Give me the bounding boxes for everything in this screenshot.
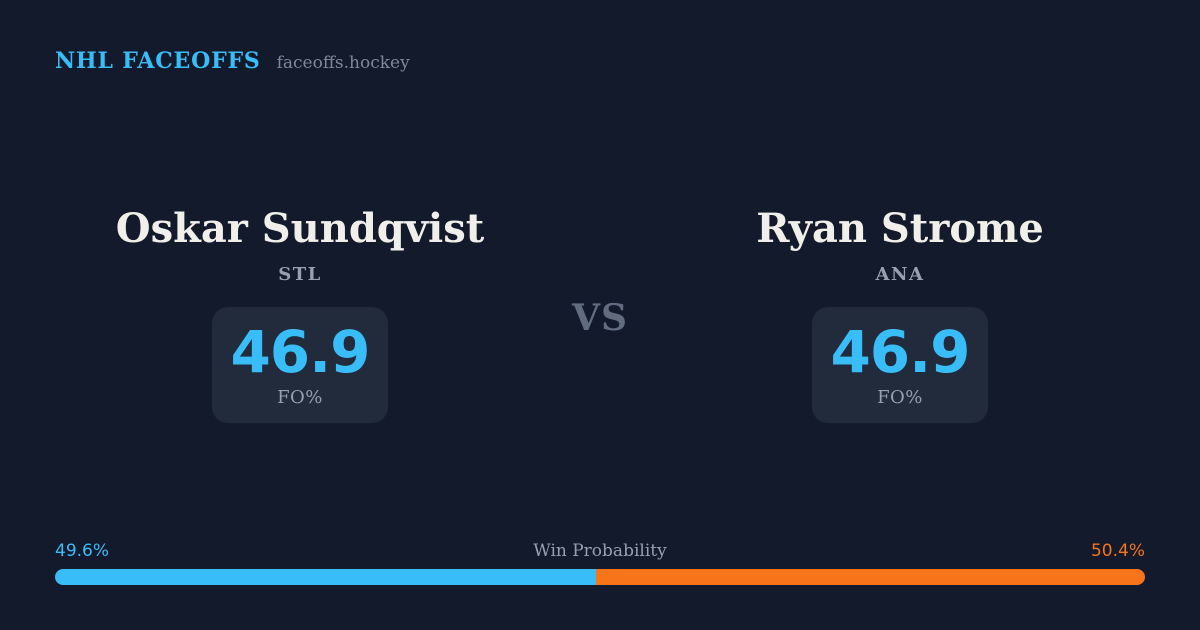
player-right-stat-label: FO% [877,386,923,408]
player-right: Ryan Strome ANA 46.9 FO% [600,205,1200,423]
win-probability-bar [55,569,1145,585]
win-probability-labels: 49.6% Win Probability 50.4% [55,541,1145,563]
player-left-team: STL [278,264,322,285]
player-left-stat-label: FO% [277,386,323,408]
win-probability-left-pct: 49.6% [55,541,110,561]
site-url: faceoffs.hockey [276,53,410,73]
player-right-stat-value: 46.9 [830,317,970,386]
win-probability-right-pct: 50.4% [1090,541,1145,561]
win-probability-title: Win Probability [533,541,667,561]
player-left: Oskar Sundqvist STL 46.9 FO% [0,205,600,423]
player-right-stat-box: 46.9 FO% [812,307,988,423]
win-bar-left [55,569,596,585]
player-left-stat-box: 46.9 FO% [212,307,388,423]
header: NHL FACEOFFS faceoffs.hockey [55,48,410,74]
player-right-team: ANA [875,264,925,285]
matchup: Oskar Sundqvist STL 46.9 FO% Ryan Strome… [0,205,1200,423]
player-right-name: Ryan Strome [756,205,1044,252]
player-left-stat-value: 46.9 [230,317,370,386]
win-probability-section: 49.6% Win Probability 50.4% [55,541,1145,585]
win-bar-right [595,569,1145,585]
brand-logo-text: NHL FACEOFFS [55,48,261,74]
player-left-name: Oskar Sundqvist [115,205,485,252]
